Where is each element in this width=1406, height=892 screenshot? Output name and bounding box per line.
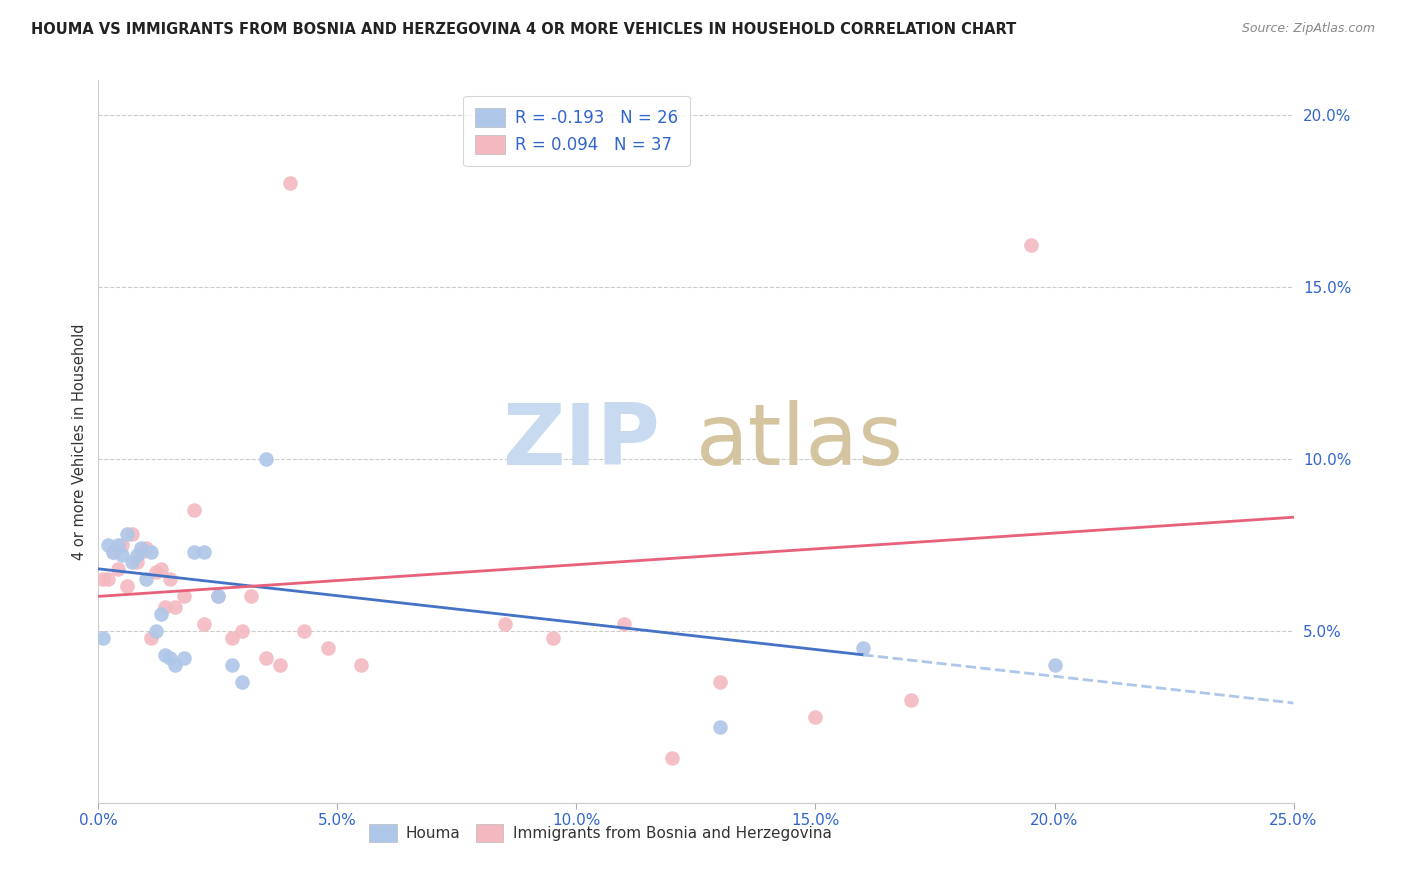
Legend: Houma, Immigrants from Bosnia and Herzegovina: Houma, Immigrants from Bosnia and Herzeg…: [361, 816, 839, 849]
Point: [804, 710, 827, 724]
Point: [97, 572, 120, 586]
Point: [709, 675, 731, 690]
Point: [852, 640, 875, 655]
Point: [1043, 658, 1066, 673]
Point: [121, 555, 143, 569]
Point: [193, 544, 215, 558]
Text: atlas: atlas: [696, 400, 904, 483]
Text: ZIP: ZIP: [502, 400, 661, 483]
Point: [135, 572, 157, 586]
Point: [135, 541, 157, 556]
Text: Source: ZipAtlas.com: Source: ZipAtlas.com: [1241, 22, 1375, 36]
Point: [91, 572, 114, 586]
Point: [159, 651, 181, 665]
Point: [101, 544, 124, 558]
Point: [221, 658, 243, 673]
Point: [107, 538, 129, 552]
Point: [240, 590, 263, 604]
Point: [316, 640, 339, 655]
Point: [254, 451, 277, 466]
Point: [193, 616, 215, 631]
Point: [149, 607, 172, 621]
Point: [173, 651, 195, 665]
Point: [97, 538, 120, 552]
Point: [125, 548, 148, 562]
Point: [125, 555, 148, 569]
Text: HOUMA VS IMMIGRANTS FROM BOSNIA AND HERZEGOVINA 4 OR MORE VEHICLES IN HOUSEHOLD : HOUMA VS IMMIGRANTS FROM BOSNIA AND HERZ…: [31, 22, 1017, 37]
Point: [107, 562, 129, 576]
Point: [121, 527, 143, 541]
Point: [292, 624, 315, 638]
Point: [91, 631, 114, 645]
Point: [350, 658, 373, 673]
Point: [115, 527, 138, 541]
Point: [139, 631, 162, 645]
Point: [613, 616, 636, 631]
Point: [155, 599, 177, 614]
Point: [269, 658, 291, 673]
Point: [221, 631, 243, 645]
Point: [155, 648, 177, 662]
Point: [101, 544, 124, 558]
Point: [163, 599, 186, 614]
Point: [207, 590, 229, 604]
Point: [661, 751, 683, 765]
Point: [163, 658, 186, 673]
Point: [183, 503, 205, 517]
Point: [494, 616, 516, 631]
Point: [207, 590, 229, 604]
Point: [145, 566, 167, 580]
Point: [139, 544, 162, 558]
Point: [900, 692, 922, 706]
Point: [159, 572, 181, 586]
Point: [115, 579, 138, 593]
Point: [131, 541, 153, 556]
Point: [709, 720, 731, 734]
Point: [131, 544, 153, 558]
Point: [149, 562, 172, 576]
Point: [231, 624, 253, 638]
Point: [173, 590, 195, 604]
Point: [231, 675, 253, 690]
Point: [111, 538, 134, 552]
Point: [278, 177, 301, 191]
Point: [541, 631, 564, 645]
Point: [254, 651, 277, 665]
Point: [111, 548, 134, 562]
Point: [1019, 238, 1042, 252]
Point: [145, 624, 167, 638]
Point: [183, 544, 205, 558]
Y-axis label: 4 or more Vehicles in Household: 4 or more Vehicles in Household: [72, 323, 87, 560]
